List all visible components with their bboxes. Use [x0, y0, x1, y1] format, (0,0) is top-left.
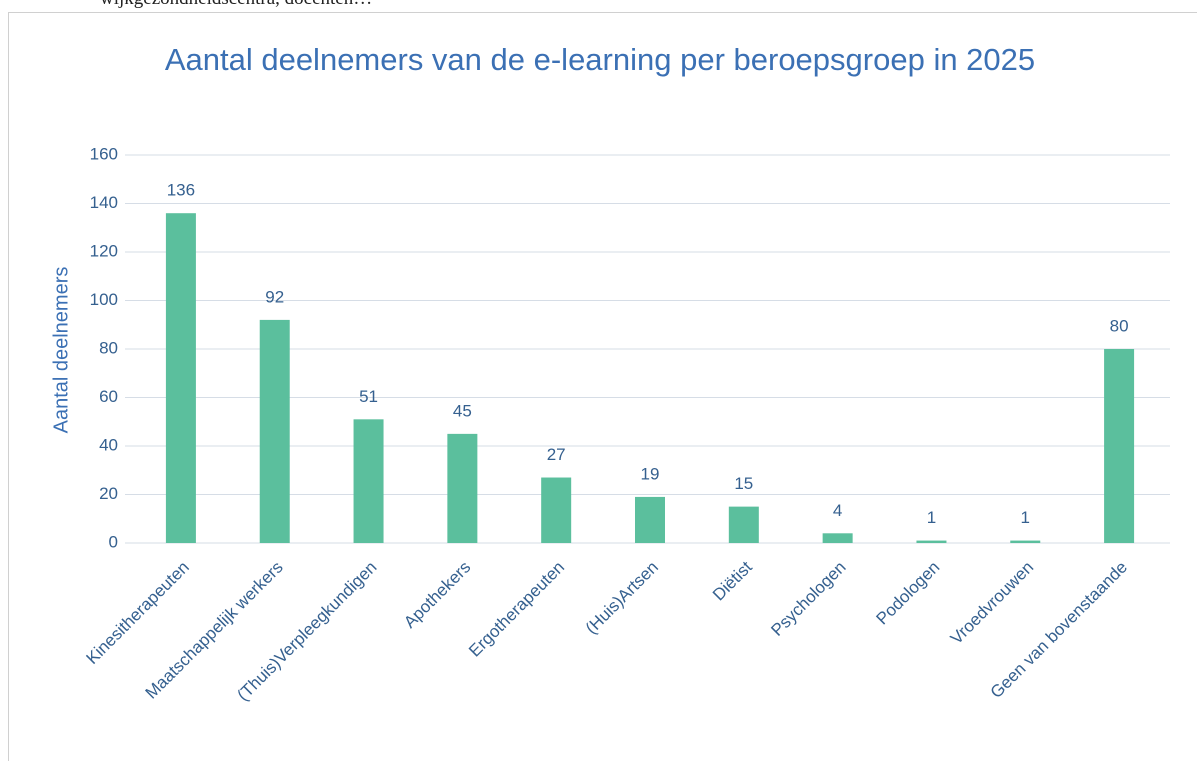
bar: [165, 213, 196, 543]
x-tick-label: Vroedvrouwen: [947, 558, 1038, 649]
y-axis-title: Aantal deelnemers: [50, 267, 72, 434]
y-tick-label: 80: [99, 338, 118, 357]
value-label: 45: [453, 401, 472, 420]
chart-title: Aantal deelnemers van de e-learning per …: [164, 42, 1036, 77]
y-tick-label: 100: [90, 290, 118, 309]
value-label: 4: [833, 501, 842, 520]
value-label: 27: [547, 445, 566, 464]
header-text: wijkgezondheidscentra, docenten…: [100, 0, 372, 10]
value-label: 80: [1110, 316, 1129, 335]
x-tick-label: Diëtist: [709, 557, 756, 604]
bar: [635, 496, 665, 543]
x-tick-label: Ergotherapeuten: [465, 558, 568, 661]
value-label: 136: [167, 181, 195, 200]
value-label: 15: [734, 474, 753, 493]
y-tick-label: 160: [90, 144, 118, 163]
bar: [447, 433, 478, 543]
bar: [1010, 540, 1041, 543]
bar: [353, 419, 384, 543]
x-tick-label: Apothekers: [400, 558, 474, 632]
bar: [541, 477, 572, 543]
y-tick-label: 140: [90, 193, 118, 212]
bar: [259, 319, 290, 543]
x-tick-label: (Huis)Artsen: [582, 558, 662, 638]
x-tick-label: Podologen: [873, 558, 944, 629]
bar: [1104, 349, 1135, 543]
value-label: 1: [1021, 508, 1030, 527]
y-tick-label: 20: [99, 484, 118, 503]
bar: [916, 540, 947, 543]
y-tick-label: 120: [90, 241, 118, 260]
value-label: 19: [641, 464, 660, 483]
x-tick-label: Psychologen: [767, 558, 849, 640]
y-tick-label: 40: [99, 435, 118, 454]
value-label: 1: [927, 508, 936, 527]
bar: [728, 506, 759, 543]
y-tick-label: 60: [99, 387, 118, 406]
chart-frame: [8, 12, 1197, 761]
value-label: 51: [359, 387, 378, 406]
bar: [822, 533, 853, 543]
y-tick-label: 0: [109, 532, 118, 551]
x-tick-label: Kinesitherapeuten: [83, 558, 193, 668]
value-label: 92: [265, 287, 284, 306]
